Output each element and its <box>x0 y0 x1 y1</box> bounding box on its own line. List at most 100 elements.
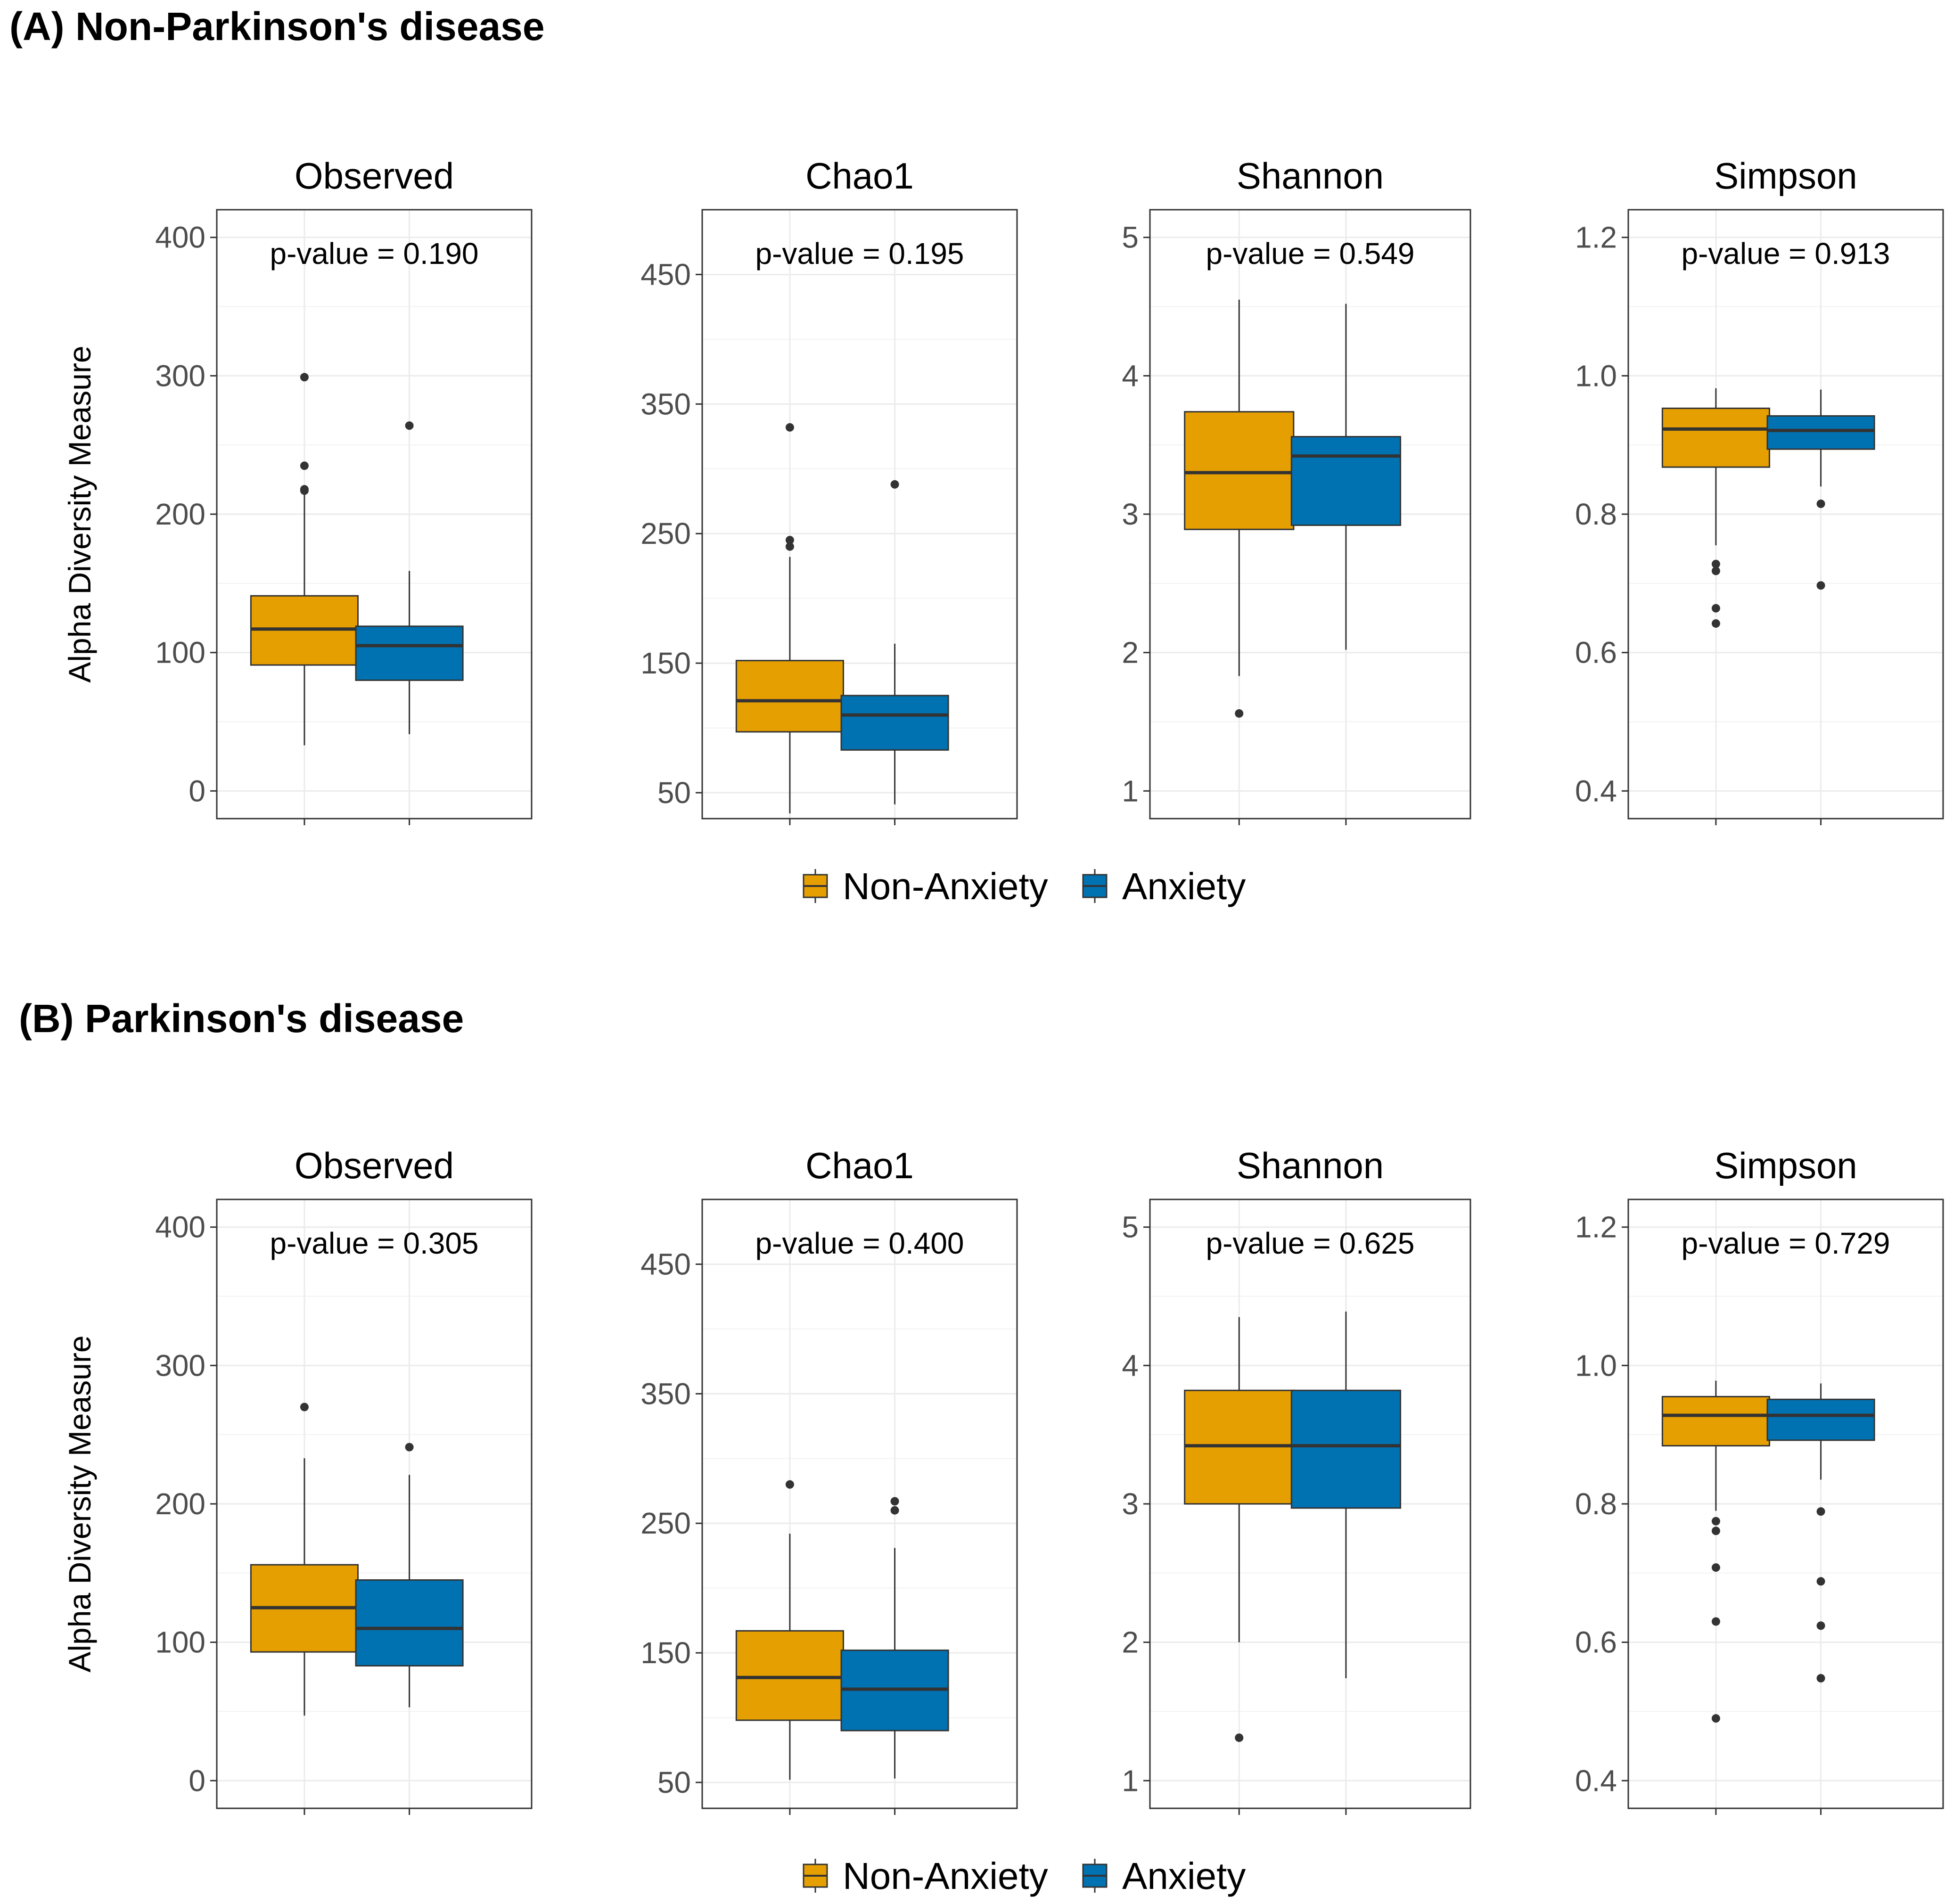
facet-simpson: 0.4 0.6 0.8 1.0 1.2 Simpson p-value = 0.913 <box>1575 155 1944 825</box>
y-tick-label: 50 <box>657 1765 691 1799</box>
y-tick-label: 5 <box>1122 221 1139 254</box>
outlier-point <box>890 1497 899 1506</box>
y-tick-label: 1 <box>1122 1764 1139 1797</box>
outlier-point <box>405 421 414 430</box>
outlier-point <box>1711 559 1720 568</box>
p-value-label: p-value = 0.305 <box>270 1226 479 1260</box>
outlier-point <box>1816 1507 1825 1516</box>
y-tick-label: 0 <box>189 774 205 808</box>
outlier-point <box>1711 604 1720 613</box>
outlier-point <box>1816 1674 1825 1682</box>
facet-title: Shannon <box>1237 155 1384 197</box>
legend-label: Anxiety <box>1122 1855 1246 1897</box>
panel-b: (B) Parkinson's disease Alpha Diversity M… <box>19 996 1944 1897</box>
outlier-point <box>405 1443 414 1452</box>
legend-label: Anxiety <box>1122 865 1246 907</box>
box-anxiety <box>1290 1311 1402 1678</box>
outlier-point <box>1711 1517 1720 1526</box>
y-tick-label: 250 <box>640 1506 691 1540</box>
y-tick-label: 0.8 <box>1575 497 1617 531</box>
y-tick-label: 100 <box>155 1625 205 1659</box>
facet-chao1: 50 150 250 350 450 Chao1 p-value = 0.400 <box>640 1145 1018 1815</box>
facet-title: Shannon <box>1237 1145 1384 1186</box>
y-tick-label: 3 <box>1122 497 1139 531</box>
outlier-point <box>1711 1714 1720 1723</box>
y-tick-label: 350 <box>640 387 691 421</box>
facet-shannon: 1 2 3 4 5 Shannon p-value = 0.625 <box>1122 1145 1471 1815</box>
y-tick-label: 0.4 <box>1575 1764 1617 1797</box>
box-non-anxiety <box>250 1403 359 1716</box>
y-tick-label: 4 <box>1122 1348 1139 1382</box>
y-tick-label: 1.2 <box>1575 1210 1617 1244</box>
outlier-point <box>1816 499 1825 508</box>
y-tick-label: 1.2 <box>1575 221 1617 254</box>
facet-title: Simpson <box>1714 155 1857 197</box>
p-value-label: p-value = 0.549 <box>1206 237 1415 271</box>
y-tick-label: 250 <box>640 517 691 550</box>
box-iqr <box>1290 436 1402 526</box>
y-tick-label: 150 <box>640 1636 691 1670</box>
outlier-point <box>785 542 794 551</box>
outlier-point <box>1816 581 1825 590</box>
y-axis-label: Alpha Diversity Measure <box>62 345 97 682</box>
legend-item: Non-Anxiety <box>803 865 1048 907</box>
box-iqr <box>735 660 844 733</box>
facet-shannon: 1 2 3 4 5 Shannon p-value = 0.549 <box>1122 155 1471 825</box>
facet-title: Observed <box>295 1145 454 1186</box>
y-tick-label: 1.0 <box>1575 1348 1617 1382</box>
outlier-point <box>785 1480 794 1489</box>
legend-item: Anxiety <box>1082 1855 1246 1897</box>
y-tick-label: 300 <box>155 1348 205 1382</box>
y-tick-label: 50 <box>657 776 691 810</box>
box-anxiety <box>1290 304 1402 650</box>
outlier-point <box>890 480 899 489</box>
box-anxiety <box>840 480 949 804</box>
outlier-point <box>300 485 309 494</box>
y-tick-label: 0.6 <box>1575 1625 1617 1659</box>
y-tick-label: 200 <box>155 1487 205 1521</box>
box-iqr <box>355 625 464 681</box>
y-tick-label: 1.0 <box>1575 359 1617 393</box>
y-tick-label: 350 <box>640 1377 691 1411</box>
box-anxiety <box>840 1497 949 1779</box>
outlier-point <box>1816 1577 1825 1586</box>
panel-border <box>701 209 1018 820</box>
outlier-point <box>300 373 309 382</box>
outlier-point <box>300 461 309 470</box>
facet-title: Chao1 <box>805 1145 914 1186</box>
p-value-label: p-value = 0.913 <box>1682 237 1890 271</box>
y-tick-label: 1 <box>1122 774 1139 808</box>
outlier-point <box>1816 1621 1825 1630</box>
outlier-point <box>1711 1617 1720 1626</box>
p-value-label: p-value = 0.190 <box>270 237 479 271</box>
facet-observed: 0 100 200 300 400 Observed p-value = 0.190 <box>155 155 533 825</box>
panel-border <box>1627 209 1944 820</box>
box-non-anxiety <box>735 1480 844 1780</box>
facet-observed: 0 100 200 300 400 Observed p-value = 0.305 <box>155 1145 533 1815</box>
box-iqr <box>355 1579 464 1667</box>
p-value-label: p-value = 0.400 <box>755 1226 964 1260</box>
outlier-point <box>890 1506 899 1515</box>
outlier-point <box>785 423 794 432</box>
box-iqr <box>1766 415 1875 450</box>
box-anxiety <box>355 421 464 734</box>
y-tick-label: 300 <box>155 359 205 393</box>
y-axis-label: Alpha Diversity Measure <box>62 1335 97 1672</box>
box-non-anxiety <box>1661 1380 1770 1723</box>
p-value-label: p-value = 0.729 <box>1682 1226 1890 1260</box>
y-tick-label: 450 <box>640 257 691 291</box>
y-tick-label: 0 <box>189 1764 205 1797</box>
box-non-anxiety <box>1184 1317 1295 1742</box>
y-tick-label: 3 <box>1122 1487 1139 1521</box>
outlier-point <box>300 1403 309 1412</box>
box-non-anxiety <box>735 423 844 814</box>
outlier-point <box>785 535 794 544</box>
y-tick-label: 0.4 <box>1575 774 1617 808</box>
legend-label: Non-Anxiety <box>843 1855 1048 1897</box>
panel-border <box>1149 1198 1471 1809</box>
panel-a: (A) Non-Parkinson's disease Alpha Diversi… <box>9 4 1944 907</box>
p-value-label: p-value = 0.195 <box>755 237 964 271</box>
box-iqr <box>1661 407 1770 468</box>
facet-chao1: 50 150 250 350 450 Chao1 p-value = 0.195 <box>640 155 1018 825</box>
